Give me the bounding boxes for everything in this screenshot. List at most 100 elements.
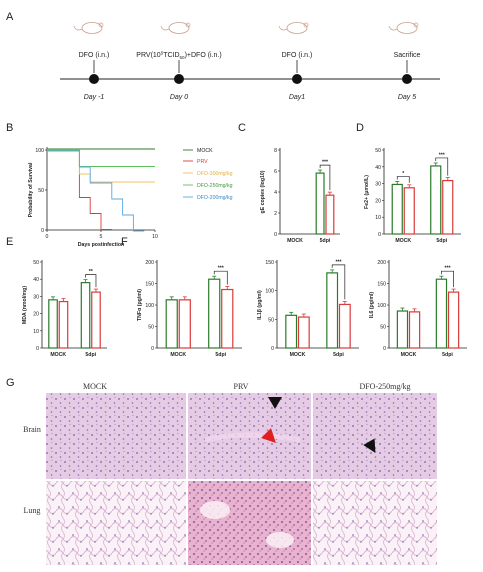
day-label-3: Day1 [289,94,305,101]
bar-chart-tnfa: 0 50 100 150 200 TNFα (pg/ml) MOCK 5dpi *** [137,260,242,358]
bar [442,179,454,235]
significance-bracket [331,264,346,300]
y-tick-label: 100 [377,303,386,309]
histology-image-lung-prv [188,481,311,565]
y-tick-label: 100 [265,289,274,295]
y-tick-label: 0 [36,346,39,352]
row-label-lung: Lung [24,506,41,515]
bar [91,291,101,349]
x-tick-label: 5dpi [320,238,331,244]
y-axis-label: IL1β (pg/ml) [257,290,263,320]
bar [315,172,325,235]
significance-label: *** [218,266,225,272]
x-tick-label: MOCK [401,352,417,358]
bar [165,299,178,349]
x-tick-label: 10 [152,234,158,240]
bar [221,288,234,349]
col-label-prv: PRV [234,382,249,391]
y-axis-label: IL6 (pg/ml) [369,292,375,318]
significance-bracket [85,274,97,288]
y-axis-label: gE copies (log10) [260,170,266,213]
y-tick-label: 50 [375,148,381,154]
y-tick-label: 100 [145,303,154,309]
survival-line-dfo-300mg-kg [47,149,155,183]
col-label-mock: MOCK [83,382,107,391]
arrowhead-black [363,438,376,453]
x-tick-label: MOCK [290,352,306,358]
mouse-icon [160,22,191,34]
survival-line-dfo-250mg-kg [47,150,155,167]
bar [208,278,221,349]
x-tick-label: 5 [100,234,103,240]
bar-chart-ge-copies: 0 2 4 6 8 gE copies (log10) MOCK 5dpi *** [260,148,340,244]
x-tick-label: 0 [46,234,49,240]
y-tick-label: 30 [33,294,39,300]
legend-dfo250: DFO-250mg/kg [197,183,233,189]
y-axis-label: TNFα (pg/ml) [137,289,143,321]
y-tick-label: 0 [378,232,381,238]
panel-label-a: A [6,11,14,23]
survival-legend: MOCK PRV DFO-300mg/kg DFO-250mg/kg DFO-2… [183,148,233,201]
y-tick-label: 0 [151,346,154,352]
legend-dfo300: DFO-300mg/kg [197,171,233,177]
y-tick-label: 6 [274,169,277,175]
y-tick-label: 0 [41,228,44,234]
significance-label: *** [335,259,342,265]
y-tick-label: 20 [33,312,39,318]
x-tick-label: 5dpi [436,238,447,244]
y-tick-label: 150 [265,260,274,266]
timeline-marker [89,74,99,84]
x-tick-label: MOCK [287,238,303,244]
panel-label-g: G [6,377,15,389]
y-tick-label: 0 [274,232,277,238]
arrowhead-red [261,428,276,443]
y-tick-label: 150 [377,282,386,288]
x-tick-label: MOCK [395,238,411,244]
panel-label-b: B [6,122,13,134]
y-tick-label: 4 [274,190,277,196]
y-axis-label: Probability of Survival [28,162,34,217]
histology-grid: MOCK PRV DFO-250mg/kg Brain Lung [23,382,437,565]
significance-label: * [402,171,405,177]
bar [338,303,351,349]
y-tick-label: 50 [33,260,39,266]
survival-chart: 0 50 100 0 5 10 Days postinfection Probability … [28,147,158,248]
survival-line-dfo-200mg-kg [47,150,145,232]
event-label-2: PRV(105TCID50)+DFO (i.n.) [136,51,221,61]
legend-mock: MOCK [197,148,213,154]
bar [297,316,310,349]
y-tick-label: 50 [38,188,44,194]
significance-label: *** [444,266,451,272]
col-label-dfo: DFO-250mg/kg [359,382,410,391]
y-tick-label: 0 [271,346,274,352]
x-tick-label: 5dpi [333,352,344,358]
y-axis-label: MDA (nmol/mg) [22,286,28,324]
event-label-1: DFO (i.n.) [79,52,110,59]
y-tick-label: 40 [375,165,381,171]
day-label-1: Day -1 [84,94,105,101]
panel-label-f: F [121,236,128,248]
histology-image-lung-dfo [313,481,437,565]
histology-image-brain-mock [46,393,186,479]
arrowhead-black [268,397,282,409]
y-tick-label: 50 [268,317,274,323]
significance-label: *** [322,160,329,166]
x-tick-label: MOCK [50,352,66,358]
x-tick-label: 5dpi [85,352,96,358]
bar [447,291,460,349]
y-tick-label: 2 [274,211,277,217]
bar-chart-il1b: 0 50 100 150 IL1β (pg/ml) MOCK 5dpi *** [257,259,359,358]
significance-bracket [319,164,331,191]
y-tick-label: 8 [274,148,277,154]
y-tick-label: 30 [375,182,381,188]
x-axis-label: Days postinfection [78,242,124,248]
histology-image-brain-dfo [313,393,437,479]
mouse-icon [278,22,309,34]
histology-image-lung-mock [46,481,186,565]
y-tick-label: 200 [145,260,154,266]
x-tick-label: 5dpi [442,352,453,358]
bar [80,282,91,349]
bar-chart-mda: 0 10 20 30 40 50 MDA (nmol/mg) MOCK 5dpi ** [22,260,107,358]
